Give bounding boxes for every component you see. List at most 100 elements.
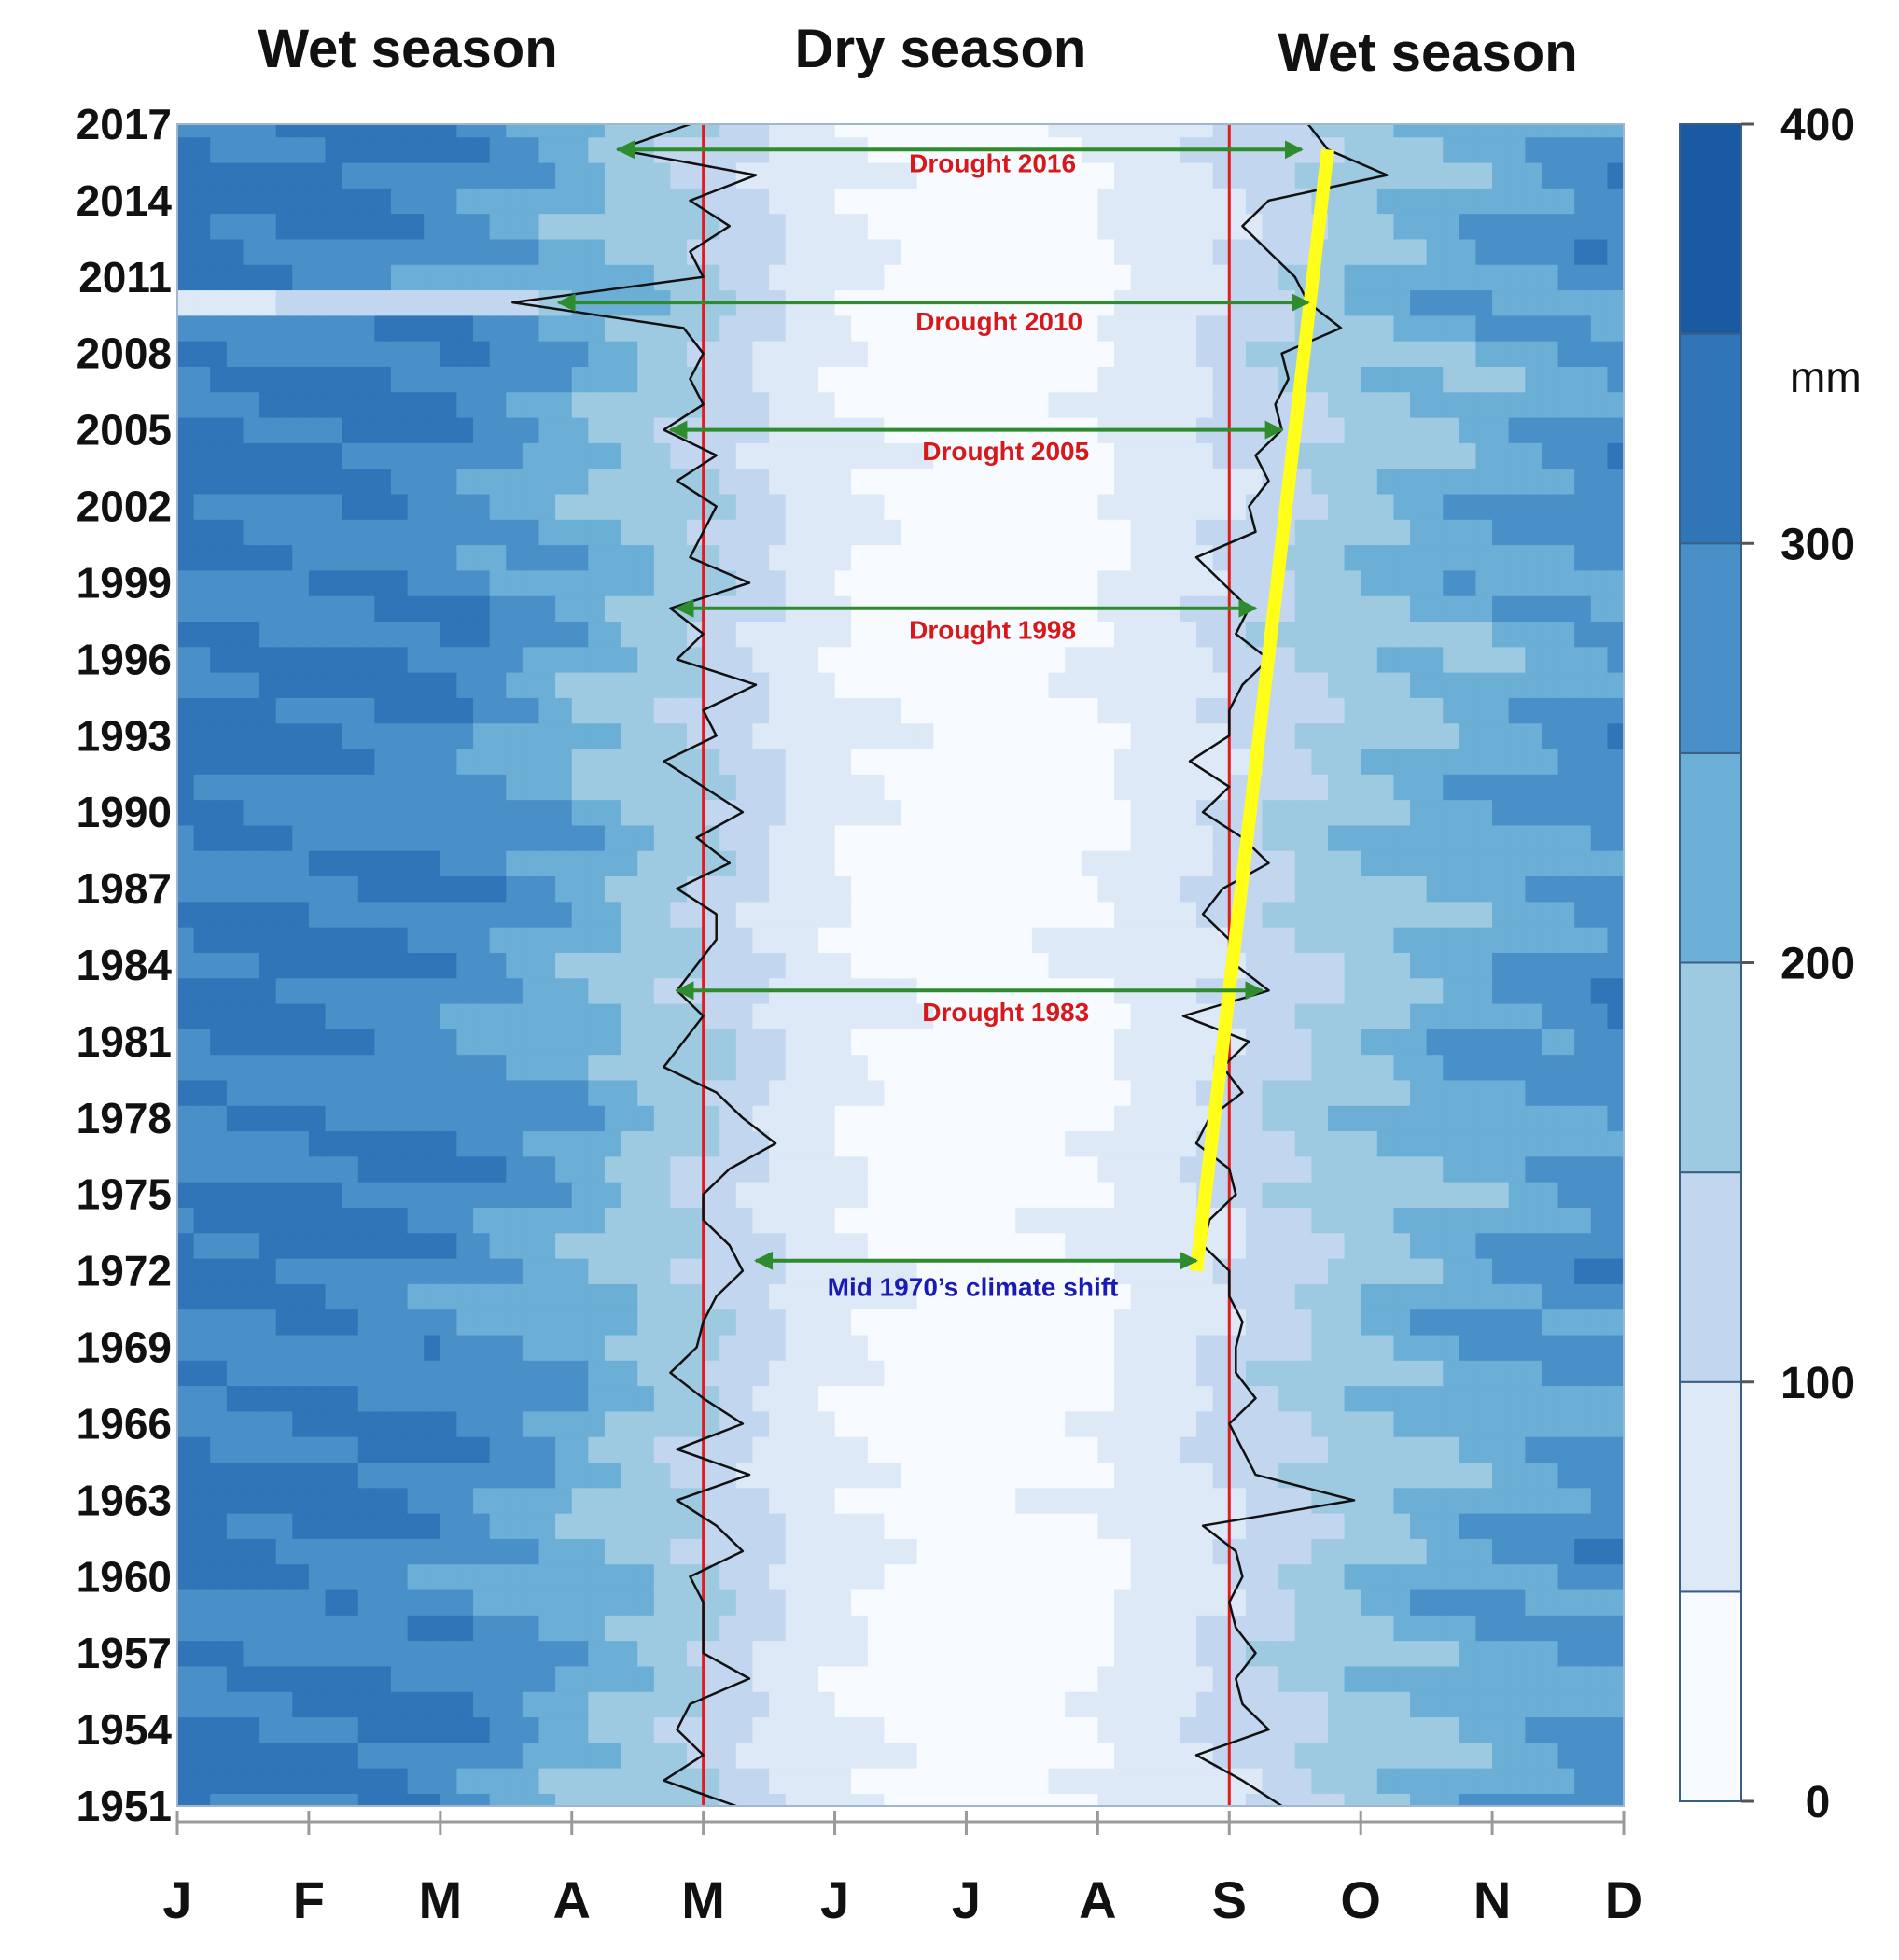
heatmap-cell [817,366,836,393]
heatmap-cell [998,774,1017,801]
heatmap-cell [1508,1309,1527,1336]
heatmap-cell [983,1029,1000,1056]
heatmap-cell [1475,1335,1493,1361]
heatmap-cell [440,391,458,418]
heatmap-cell [342,722,359,749]
heatmap-cell [916,722,935,749]
heatmap-cell [670,519,688,546]
heatmap-cell [210,799,228,826]
heatmap-cell [1393,595,1411,623]
heatmap-cell [357,1691,376,1718]
heatmap-cell [1459,1130,1477,1157]
heatmap-cell [735,1029,754,1056]
heatmap-cell [1327,1589,1346,1616]
heatmap-cell [1180,646,1197,673]
heatmap-cell [473,1335,491,1361]
heatmap-cell [1525,1563,1543,1590]
heatmap-cell [752,1335,770,1361]
heatmap-cell [1097,1462,1115,1489]
heatmap-cell [1327,1080,1346,1106]
heatmap-cell [1180,952,1197,979]
heatmap-cell [1081,1691,1099,1718]
heatmap-cell [177,774,195,801]
heatmap-cell [884,749,901,775]
heatmap-cell [1475,1385,1493,1412]
heatmap-cell [703,1335,721,1361]
heatmap-cell [555,1003,573,1029]
heatmap-cell [1113,1411,1132,1437]
heatmap-cell [357,722,376,749]
heatmap-cell [769,1182,787,1208]
heatmap-cell [735,391,754,418]
heatmap-cell [243,417,260,443]
heatmap-cell [390,1360,409,1387]
heatmap-cell [1196,1335,1214,1361]
heatmap-cell [506,799,524,826]
heatmap-cell [308,850,327,877]
heatmap-cell [735,621,754,648]
heatmap-cell [1590,1716,1609,1743]
heatmap-cell [653,901,672,928]
heatmap-cell [949,927,968,953]
heatmap-cell [193,1232,212,1259]
heatmap-cell [308,1155,327,1183]
heatmap-cell [489,1411,508,1437]
heatmap-cell [1081,1615,1099,1642]
heatmap-cell [719,1742,737,1769]
heatmap-cell [424,1691,441,1718]
heatmap-cell [653,1182,672,1208]
heatmap-cell [933,519,951,546]
heatmap-cell [357,1232,376,1259]
heatmap-cell [1492,1130,1510,1157]
heatmap-cell [1294,1258,1313,1284]
heatmap-cell [1130,519,1148,546]
heatmap-cell [522,1385,540,1412]
heatmap-cell [933,1360,951,1387]
heatmap-cell [867,1130,886,1157]
heatmap-cell [424,774,441,801]
heatmap-cell [1278,1309,1296,1336]
heatmap-cell [308,799,327,826]
heatmap-cell [1130,544,1148,571]
heatmap-cell [374,1691,392,1718]
heatmap-cell [210,825,228,851]
heatmap-cell [817,1716,836,1743]
heatmap-cell [325,1003,342,1029]
heatmap-cell [949,1742,968,1769]
heatmap-cell [1163,1207,1181,1234]
heatmap-cell [193,1003,212,1029]
heatmap-cell [1344,697,1361,724]
heatmap-cell [1278,1640,1296,1667]
heatmap-cell [1245,1309,1264,1336]
heatmap-cell [1376,1462,1395,1489]
heatmap-cell [259,1360,277,1387]
heatmap-cell [1245,1462,1264,1489]
heatmap-cell [1443,1130,1460,1157]
heatmap-cell [735,494,754,520]
heatmap-cell [1245,1666,1264,1692]
heatmap-cell [538,646,556,673]
heatmap-cell [637,901,655,928]
heatmap-cell [1607,875,1624,903]
heatmap-cell [687,1666,705,1692]
heatmap-cell [1541,544,1559,571]
heatmap-cell [193,544,212,571]
heatmap-cell [1163,1716,1181,1743]
heatmap-cell [473,672,491,698]
heatmap-cell [604,1615,622,1642]
heatmap-cell [1525,722,1543,749]
heatmap-cell [374,570,392,596]
heatmap-cell [802,1360,819,1387]
heatmap-cell [357,1462,376,1489]
heatmap-cell [1376,1232,1395,1259]
heatmap-cell [243,646,260,673]
heatmap-cell [1590,621,1609,648]
heatmap-cell [884,1182,901,1208]
heatmap-cell [1294,952,1313,979]
heatmap-cell [177,1411,195,1437]
heatmap-cell [834,1742,852,1769]
heatmap-cell [966,1742,984,1769]
heatmap-cell [653,1207,672,1234]
heatmap-cell [966,442,984,469]
heatmap-cell [522,799,540,826]
